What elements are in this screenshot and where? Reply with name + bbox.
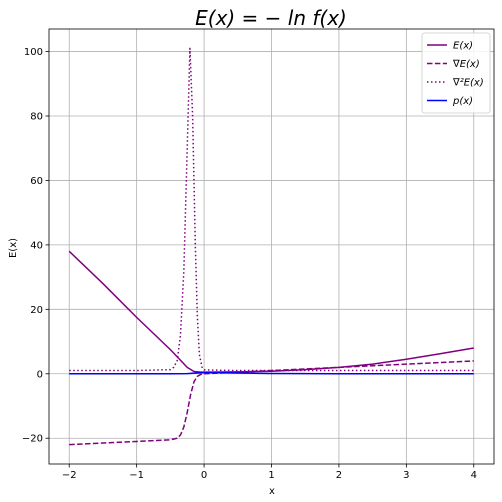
- x-tick-label: 4: [471, 470, 477, 481]
- y-axis-label: E(x): [8, 238, 19, 258]
- legend-label-3: p(x): [452, 96, 473, 107]
- x-tick-label: 3: [403, 470, 409, 481]
- y-tick-label: −20: [22, 434, 43, 445]
- y-tick-label: 60: [30, 176, 43, 187]
- y-tick-label: 0: [37, 369, 43, 380]
- x-tick-label: 2: [336, 470, 342, 481]
- chart-title: E(x) = − ln f(x): [195, 6, 347, 30]
- y-tick-label: 40: [30, 240, 43, 251]
- legend-label-2: ∇²E(x): [452, 78, 484, 89]
- x-tick-label: −2: [62, 470, 77, 481]
- x-tick-label: 0: [201, 470, 207, 481]
- grid: [49, 29, 494, 464]
- axes-ticks: −2 −1 0 1 2 3 4 −20 0 20 40 60 80 100: [22, 47, 477, 481]
- legend-box: [421, 32, 491, 114]
- y-tick-label: 20: [30, 305, 43, 316]
- x-tick-label: 1: [268, 470, 274, 481]
- series-line-3: [69, 371, 474, 375]
- legend-label-1: ∇E(x): [452, 59, 480, 70]
- series-line-1: [69, 360, 474, 446]
- legend-label-0: E(x): [453, 41, 473, 52]
- plot-area: [68, 47, 474, 446]
- y-tick-label: 80: [30, 112, 43, 123]
- legend: E(x) ∇E(x) ∇²E(x) p(x): [421, 32, 491, 114]
- x-axis-label: x: [269, 486, 275, 497]
- y-tick-label: 100: [24, 47, 43, 58]
- x-tick-label: −1: [129, 470, 144, 481]
